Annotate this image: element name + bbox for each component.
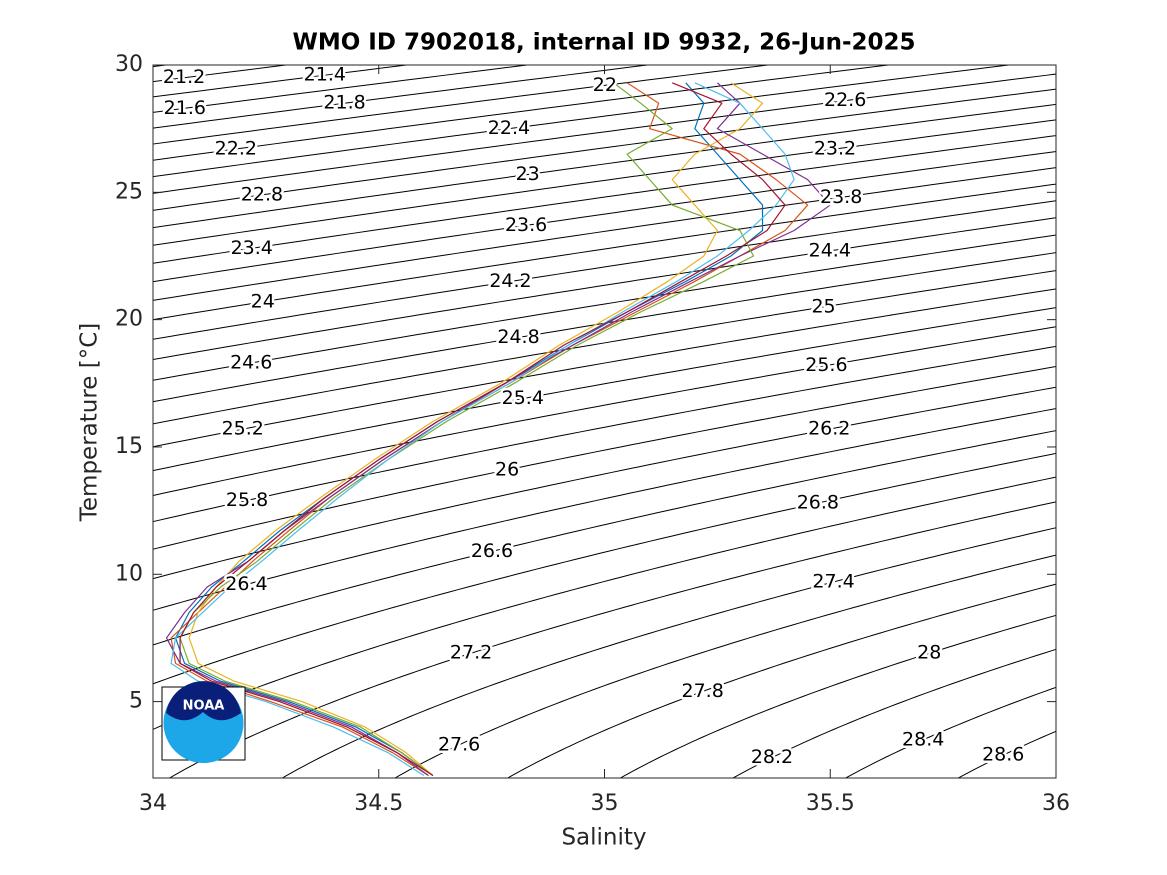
isopycnal-label: 25.4 [502,387,544,409]
isopycnal-label: 24.2 [489,270,531,292]
x-axis-label: Salinity [561,825,646,851]
profile-group [165,82,831,776]
isopycnal [153,408,1056,611]
isopycnal [153,307,1056,472]
isopycnal-label: 28.6 [982,744,1024,766]
isopycnal-label: 27.4 [812,570,854,592]
isopycnal-label: 21.4 [304,64,346,86]
isopycnal-label: 23.4 [231,237,273,259]
isopycnal [153,345,1056,523]
isopycnal [153,366,1056,550]
isopycnal-label: 22.4 [488,117,530,139]
isopycnal-label: 21.2 [163,66,205,88]
isopycnal [153,135,1056,264]
profile-line [188,82,764,776]
x-tick-label: 35 [591,791,619,816]
isopycnal-label: 28.4 [902,728,944,750]
y-axis-label: Temperature [°C] [77,323,103,523]
isopycnal [153,270,1056,425]
x-tick-label: 35.5 [806,791,855,816]
isopycnal [620,614,1056,778]
x-tick-label: 34 [139,791,167,816]
logo: NOAA [161,681,246,763]
isopycnal [153,288,1056,448]
isopycnal-label: 25 [811,295,835,317]
isopycnal [153,386,1056,580]
isopycnal-label: 23.6 [505,214,547,236]
isopycnal-label: 21.6 [164,97,206,119]
isopycnal-label: 26.4 [225,573,267,595]
isopycnal [153,452,1056,685]
isopycnal-label: 21.8 [323,92,365,114]
contour-group [153,65,1056,778]
isopycnal-label: 24.8 [497,326,539,348]
isopycnal-label: 27.8 [681,680,723,702]
isopycnal-label: 22.8 [241,183,283,205]
isopycnal-label: 25.8 [226,489,268,511]
chart-title: WMO ID 7902018, internal ID 9932, 26-Jun… [292,30,915,56]
profile-line [179,82,755,776]
profile-line [165,82,831,776]
isopycnal-label: 27.2 [450,642,492,664]
isopycnal [153,88,1056,211]
isopycnal [153,167,1056,301]
isopycnal-label: 22.6 [824,89,866,111]
isopycnal-label: 26.2 [808,418,850,440]
isopycnal-label: 22.2 [215,138,257,160]
y-tick-label: 30 [115,52,143,77]
isopycnal [153,119,1056,246]
y-tick-label: 20 [115,307,143,332]
isopycnal [153,151,1056,283]
isopycnal [282,527,1056,778]
contour-label-group: 21.2 21.4 21.6 21.8 22 22.2 22.4 22.6 22.8 23 23.2… [160,61,1026,770]
isopycnal [153,73,1056,194]
axes: 34 34.5 35 35.5 36 5 10 15 20 25 30 [115,52,1070,816]
isopycnal-label: 23 [516,163,540,185]
plot-frame [152,64,1057,779]
x-tick-label: 34.5 [354,791,403,816]
isopycnal-label: 23.8 [820,186,862,208]
isopycnal-label: 25.2 [222,418,264,440]
isopycnal [732,648,1056,778]
isopycnal-label: 26 [495,458,519,480]
x-tick-label: 36 [1042,791,1070,816]
isopycnal [507,583,1056,778]
logo-text: NOAA [183,699,225,714]
isopycnal [153,326,1056,497]
y-tick-label: 10 [115,561,143,586]
profile-line [170,82,795,776]
isopycnal-label: 27.6 [438,733,480,755]
profile-line [179,82,786,776]
isopycnal-label: 25.6 [805,354,847,376]
isopycnal [394,554,1056,778]
isopycnal [153,476,1056,730]
isopycnal [153,103,1056,229]
y-tick-label: 15 [115,434,143,459]
isopycnal [169,501,1056,778]
isopycnal-label: 22 [593,74,617,96]
isopycnal-label: 28.2 [751,746,793,768]
isopycnal-label: 24.6 [230,351,272,373]
isopycnal-label: 23.2 [814,138,856,160]
isopycnal-label: 24.4 [809,239,851,261]
isopycnal-label: 28 [917,642,941,664]
y-tick-label: 5 [129,689,143,714]
isopycnal-label: 26.8 [797,491,839,513]
isopycnal-label: 24 [251,290,275,312]
y-tick-label: 25 [115,179,143,204]
isopycnal-label: 26.6 [471,540,513,562]
